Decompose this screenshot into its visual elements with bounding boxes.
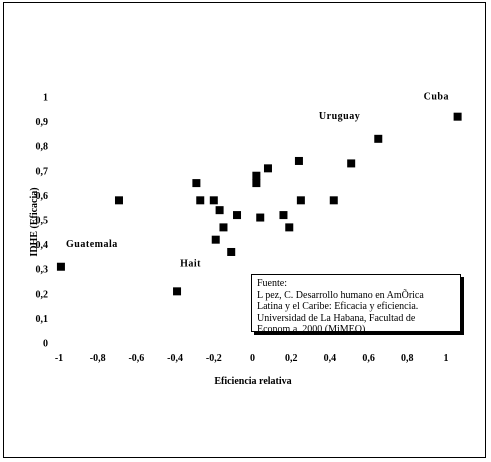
source-note-line: Universidad de La Habana, Facultad de <box>257 312 416 324</box>
data-point <box>114 196 123 205</box>
data-point <box>227 247 236 256</box>
x-tick-label: 1 <box>444 353 449 364</box>
data-point <box>252 171 261 180</box>
data-point <box>192 179 201 188</box>
y-tick-label: 0,2 <box>36 289 49 300</box>
y-tick-label: 0,5 <box>36 216 49 227</box>
country-annotation: Guatemala <box>66 239 118 250</box>
x-axis-ticks: -1 -0,8 -0,6 -0,4 -0,2 0 0,2 0,4 0,6 0,8 1 <box>55 353 449 364</box>
x-tick-label: 0 <box>250 353 255 364</box>
data-point <box>233 211 242 220</box>
data-point <box>279 211 288 220</box>
y-axis-ticks: 0 0,1 0,2 0,3 0,4 0,5 0,6 0,7 0,8 0,9 1 <box>36 93 49 350</box>
y-tick-label: 0,1 <box>36 314 49 325</box>
data-point <box>219 223 228 232</box>
annotations: Cuba Uruguay Guatemala Hait <box>66 91 449 270</box>
y-tick-label: 0,8 <box>36 142 49 153</box>
x-tick-label: 0,8 <box>401 353 414 364</box>
x-tick-label: -1 <box>55 353 63 364</box>
data-point <box>347 159 356 168</box>
data-point <box>296 196 305 205</box>
data-point <box>211 235 220 244</box>
figure-frame <box>3 2 486 458</box>
data-point <box>256 213 265 222</box>
x-tick-label: 0,4 <box>324 353 337 364</box>
y-tick-label: 0,4 <box>36 240 49 251</box>
country-annotation: Cuba <box>424 91 449 102</box>
y-tick-label: 0,7 <box>36 166 49 177</box>
data-point <box>329 196 338 205</box>
x-tick-label: 0,6 <box>362 353 375 364</box>
data-point <box>196 196 205 205</box>
source-note-line: L pez, C. Desarrollo humano en AmÕrica <box>257 289 424 301</box>
y-axis-title: IDHE (Eficacia) <box>29 187 40 256</box>
data-point <box>294 156 303 165</box>
y-tick-label: 0 <box>43 339 48 350</box>
data-point <box>215 206 224 215</box>
data-point <box>209 196 218 205</box>
y-tick-label: 0,3 <box>36 265 49 276</box>
data-point <box>285 223 294 232</box>
y-tick-label: 0,6 <box>36 191 49 202</box>
data-point <box>252 179 261 188</box>
country-annotation: Hait <box>180 259 201 270</box>
data-point <box>453 112 462 121</box>
x-tick-label: 0,2 <box>285 353 298 364</box>
data-point <box>56 262 65 271</box>
data-point <box>263 164 272 173</box>
x-axis-title: Eficiencia relativa <box>214 376 291 387</box>
source-note-line: Econom a, 2000 (MiMEO) <box>257 324 366 335</box>
country-annotation: Uruguay <box>319 111 360 122</box>
data-points <box>56 112 462 296</box>
x-tick-label: -0,6 <box>128 353 144 364</box>
data-point <box>173 287 182 296</box>
source-note: Fuente: L pez, C. Desarrollo humano en A… <box>251 274 461 335</box>
source-note-line: Latina y el Caribe: Eficacia y eficienci… <box>257 301 419 312</box>
y-tick-label: 1 <box>43 93 48 104</box>
x-tick-label: -0,2 <box>206 353 222 364</box>
source-note-line: Fuente: <box>257 278 287 289</box>
data-point <box>374 134 383 143</box>
y-tick-label: 0,9 <box>36 117 49 128</box>
x-tick-label: -0,8 <box>90 353 106 364</box>
x-tick-label: -0,4 <box>167 353 183 364</box>
